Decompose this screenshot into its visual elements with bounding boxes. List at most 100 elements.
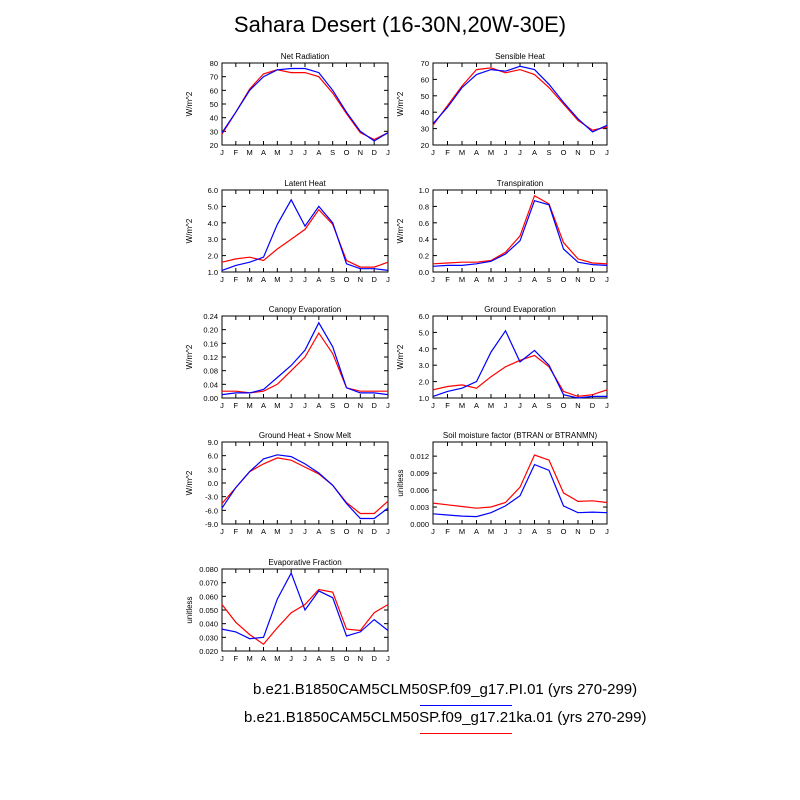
y-tick-label: 30 bbox=[210, 127, 218, 136]
x-tick-label: J bbox=[220, 148, 224, 157]
figure-title: Sahara Desert (16-30N,20W-30E) bbox=[233, 12, 567, 37]
x-tick-label: A bbox=[474, 275, 479, 284]
x-tick-label: O bbox=[561, 275, 567, 284]
x-tick-label: M bbox=[247, 527, 253, 536]
y-tick-label: 70 bbox=[421, 59, 429, 68]
x-tick-label: F bbox=[234, 527, 239, 536]
x-tick-label: M bbox=[488, 527, 494, 536]
x-tick-label: J bbox=[518, 527, 522, 536]
x-tick-label: S bbox=[546, 148, 551, 157]
x-tick-label: J bbox=[431, 148, 435, 157]
x-tick-label: S bbox=[330, 148, 335, 157]
x-tick-label: O bbox=[561, 148, 567, 157]
series-line-21ka bbox=[221, 69, 389, 141]
legend-line-pi bbox=[420, 705, 512, 706]
x-tick-label: N bbox=[358, 654, 363, 663]
x-tick-label: J bbox=[303, 527, 307, 536]
x-tick-label: A bbox=[316, 148, 321, 157]
x-tick-label: M bbox=[274, 148, 280, 157]
x-tick-label: J bbox=[386, 654, 390, 663]
y-tick-label: 0.24 bbox=[203, 312, 218, 321]
chart-panel-7: Ground Heat + Snow Melt W/m^2 -9.0 -6.0 -3.0… bbox=[185, 431, 390, 536]
x-tick-label: J bbox=[289, 654, 293, 663]
series-line-21ka bbox=[222, 331, 388, 394]
x-tick-label: D bbox=[371, 527, 377, 536]
y-axis-label: W/m^2 bbox=[185, 218, 194, 243]
y-tick-label: 3.0 bbox=[208, 465, 218, 474]
y-tick-label: 0.0 bbox=[419, 268, 429, 277]
series-line-pi bbox=[221, 67, 389, 142]
x-tick-label: M bbox=[274, 654, 280, 663]
y-tick-label: 0.080 bbox=[199, 565, 218, 574]
legend-label-21ka: b.e21.B1850CAM5CLM50SP.f09_g17.21ka.01 (… bbox=[244, 709, 647, 726]
y-tick-label: 0.4 bbox=[419, 235, 429, 244]
x-tick-label: O bbox=[344, 654, 350, 663]
y-tick-label: 20 bbox=[421, 141, 429, 150]
y-tick-label: 60 bbox=[210, 86, 218, 95]
x-tick-label: M bbox=[247, 401, 253, 410]
y-tick-label: 70 bbox=[210, 73, 218, 82]
x-tick-label: A bbox=[532, 401, 537, 410]
x-tick-label: J bbox=[220, 654, 224, 663]
x-tick-label: S bbox=[330, 527, 335, 536]
y-tick-label: 0.030 bbox=[199, 633, 218, 642]
x-tick-label: N bbox=[358, 401, 363, 410]
x-tick-label: J bbox=[289, 401, 293, 410]
chart-panel-8: Soil moisture factor (BTRAN or BTRANMN) u… bbox=[396, 431, 609, 536]
y-tick-label: 0.0 bbox=[208, 479, 218, 488]
x-tick-label: M bbox=[459, 275, 465, 284]
series-line-21ka bbox=[221, 208, 389, 268]
series-line-pi bbox=[432, 463, 608, 518]
x-tick-label: O bbox=[561, 401, 567, 410]
x-tick-label: A bbox=[474, 148, 479, 157]
x-tick-label: A bbox=[532, 275, 537, 284]
y-tick-label: 50 bbox=[210, 100, 218, 109]
y-tick-label: 0.2 bbox=[419, 252, 429, 261]
series-line-pi bbox=[432, 199, 608, 267]
x-tick-label: D bbox=[371, 401, 377, 410]
panel-title: Ground Evaporation bbox=[484, 305, 556, 314]
chart-panel-6: Ground Evaporation W/m^2 1.0 2.0 3.0 4.0 5.0 6.… bbox=[396, 305, 609, 410]
x-tick-label: J bbox=[303, 401, 307, 410]
x-tick-label: J bbox=[386, 527, 390, 536]
y-tick-label: 5.0 bbox=[419, 328, 429, 337]
y-tick-label: 6.0 bbox=[208, 186, 218, 195]
chart-panel-9: Evaporative Fraction unitless 0.020 0.030 0.… bbox=[185, 558, 390, 663]
y-tick-label: 1.0 bbox=[419, 186, 429, 195]
panel-title: Net Radiation bbox=[281, 52, 329, 61]
x-tick-label: A bbox=[261, 148, 266, 157]
y-tick-label: 6.0 bbox=[208, 452, 218, 461]
y-tick-label: 1.0 bbox=[419, 394, 429, 403]
series-line-pi bbox=[432, 65, 608, 133]
y-axis-label: W/m^2 bbox=[396, 91, 405, 116]
x-tick-label: F bbox=[445, 527, 450, 536]
x-tick-label: N bbox=[575, 401, 580, 410]
y-tick-label: -9.0 bbox=[205, 520, 218, 529]
x-tick-label: J bbox=[504, 275, 508, 284]
x-tick-label: J bbox=[289, 527, 293, 536]
x-tick-label: F bbox=[234, 275, 239, 284]
plot-frame bbox=[432, 441, 608, 525]
x-tick-label: A bbox=[261, 401, 266, 410]
y-tick-label: 6.0 bbox=[419, 312, 429, 321]
x-tick-label: N bbox=[358, 275, 363, 284]
x-tick-label: J bbox=[289, 148, 293, 157]
x-tick-label: J bbox=[504, 527, 508, 536]
panel-title: Soil moisture factor (BTRAN or BTRANMN) bbox=[443, 431, 598, 440]
y-tick-label: 0.070 bbox=[199, 579, 218, 588]
series-line-pi bbox=[432, 329, 607, 399]
y-tick-label: 20 bbox=[210, 141, 218, 150]
x-tick-label: A bbox=[316, 401, 321, 410]
x-tick-label: J bbox=[431, 527, 435, 536]
x-tick-label: J bbox=[504, 148, 508, 157]
x-tick-label: J bbox=[386, 401, 390, 410]
x-tick-label: A bbox=[316, 654, 321, 663]
x-tick-label: A bbox=[261, 275, 266, 284]
x-tick-label: J bbox=[303, 148, 307, 157]
x-tick-label: S bbox=[546, 275, 551, 284]
x-tick-label: D bbox=[371, 148, 377, 157]
series-line-21ka bbox=[432, 454, 608, 509]
series-line-pi bbox=[221, 571, 389, 640]
x-tick-label: O bbox=[344, 401, 350, 410]
